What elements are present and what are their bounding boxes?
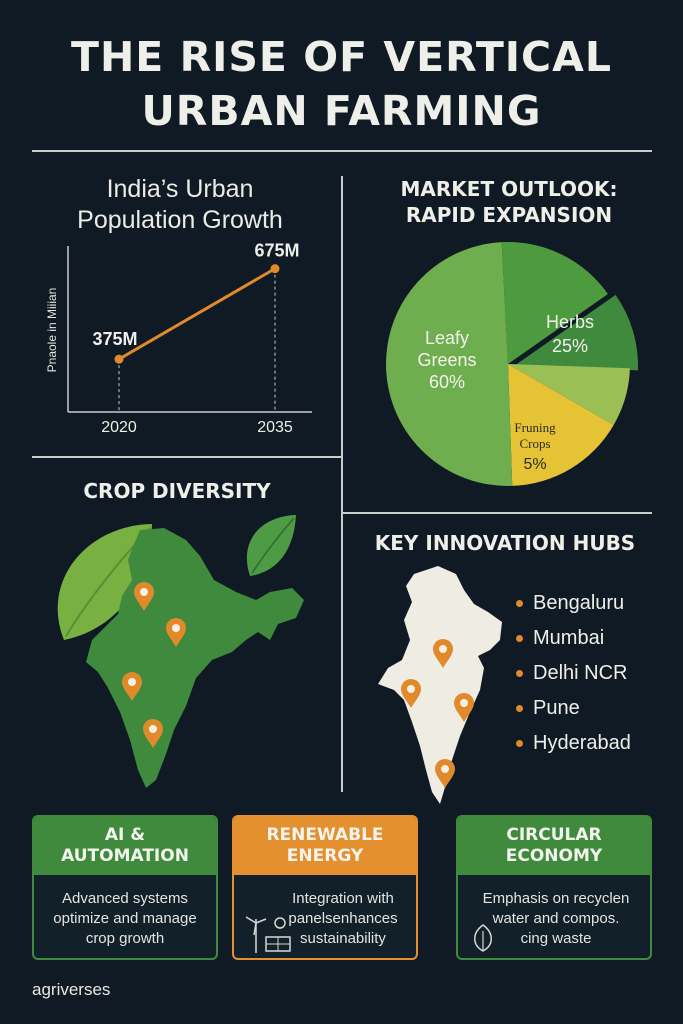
map-pin-icon-center [441,765,449,773]
population-title-line-2: Population Growth [77,206,283,234]
recycle-leaf-icon [474,924,492,952]
map-pin-icon [134,582,154,611]
map-pin-icon [122,672,142,701]
india-map-green [86,528,304,788]
population-title-line-1: India’s Urban [106,175,254,203]
slice-label: Greens [417,350,476,370]
data-point [270,264,280,274]
right-mid-divider [341,512,652,514]
map-pin-icon-center [439,645,447,653]
innovation-hubs-title: KEY INNOVATION HUBS [374,531,636,555]
title-line-2: URBAN FARMING [141,87,542,135]
hub-bullet [516,600,523,607]
pie-slice [514,294,638,371]
map-pin-icon [401,679,421,708]
card-title: CIRCULAR ECONOMY [458,817,650,875]
hub-label: Hyderabad [533,732,631,754]
pie-slice [501,242,608,364]
hub-bullet [516,740,523,747]
left-mid-divider [32,456,341,458]
crop-diversity-title: CROP DIVERSITY [83,479,271,503]
hub-label: Delhi NCR [533,662,628,684]
top-divider [32,150,652,152]
map-pin-icon-center [149,725,157,733]
slice-label: 60% [429,372,465,392]
hub-bullet [516,705,523,712]
market-title-line-1: MARKET OUTLOOK: [400,177,618,201]
slice-label: Leafy [425,328,469,348]
card-title: RENEWABLE ENERGY [234,817,416,875]
hub-list: Bengaluru Mumbai Delhi NCR Pune Hyderaba… [516,586,631,761]
data-label: 675M [254,241,299,261]
card-circular-economy: CIRCULAR ECONOMY Emphasis on recyclen wa… [456,815,652,960]
map-pin-icon-center [407,685,415,693]
market-title-line-2: RAPID EXPANSION [405,203,613,227]
slice-label: 25% [552,336,588,356]
map-pin-icon [435,759,455,788]
map-pin-icon [454,693,474,722]
slice-label: Crops [519,436,550,451]
slice-label: Herbs [546,312,594,332]
wind-solar-icon [245,916,291,953]
slice-label: 5% [523,456,546,473]
hub-bullet [516,635,523,642]
y-axis-label: Pnaole in Miiian [45,288,59,373]
population-chart-title: India’s Urban Population Growth [40,174,320,236]
card-ai-automation: AI & AUTOMATION Advanced systems optimiz… [32,815,218,960]
map-pin-icon [433,639,453,668]
hub-label: Pune [533,697,580,719]
hub-item: Delhi NCR [516,656,631,691]
pie-slice [386,242,513,486]
hub-item: Pune [516,691,631,726]
pie-slice [508,364,614,486]
market-outlook-title: MARKET OUTLOOK: RAPID EXPANSION [350,176,668,228]
center-divider [341,176,343,792]
leaf-icon-small [246,515,296,576]
map-pin-icon-center [460,699,468,707]
hub-bullet [516,670,523,677]
leaf-icon-large [57,524,153,640]
hub-item: Mumbai [516,621,631,656]
footer-brand: agriverses [32,980,111,999]
map-pin-icon [143,719,163,748]
data-label: 375M [92,329,137,349]
card-text: Advanced systems optimize and manage cro… [53,890,197,947]
hub-item: Bengaluru [516,586,631,621]
x-tick-label: 2035 [257,419,293,436]
title-line-1: THE RISE OF VERTICAL [71,33,612,81]
pie-slice [508,364,630,425]
x-tick-label: 2020 [101,419,137,436]
card-text: Integration with panelsenhances sustaina… [288,890,398,947]
card-text: Emphasis on recyclen water and compos. c… [482,890,630,947]
page-title: THE RISE OF VERTICAL URBAN FARMING [0,30,683,138]
leaf-icon-small-vein [251,517,295,574]
series-line [118,267,276,361]
map-pin-icon-center [172,624,180,632]
data-point [114,354,124,364]
slice-label: Fruning [514,420,556,435]
map-pin-icon-center [140,588,148,596]
hub-item: Hyderabad [516,726,631,761]
hub-label: Mumbai [533,627,605,649]
india-map-light [378,566,502,804]
leaf-icon-large-vein [65,527,151,637]
hub-label: Bengaluru [533,592,625,614]
map-pin-icon [166,618,186,647]
map-pin-icon-center [128,678,136,686]
card-renewable-energy: RENEWABLE ENERGY Integration with panels… [232,815,418,960]
card-title: AI & AUTOMATION [34,817,216,875]
